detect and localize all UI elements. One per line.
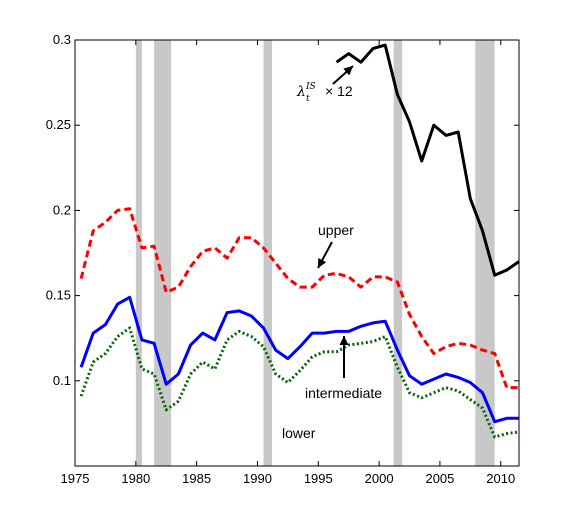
label-lambda: λ t IS × 12 [296,82,353,104]
lambda-multiplier: × 12 [325,83,353,99]
x-tick-label-2000: 2000 [365,471,394,486]
annotation-arrows [317,65,354,378]
x-tick-label-1980: 1980 [121,471,150,486]
label-lower: lower [282,425,316,441]
series-line-upper [79,207,519,390]
recession-band-4 [475,40,495,466]
x-tick-label-1985: 1985 [182,471,211,486]
y-tick-label-1: 0.15 [46,288,71,303]
label-intermediate: intermediate [305,385,382,401]
recession-band-2 [263,40,273,466]
x-tick-label-2005: 2005 [425,471,454,486]
y-tick-label-3: 0.25 [46,117,71,132]
arrow-upper-head [318,257,327,268]
x-tick-label-1975: 1975 [61,471,90,486]
y-tick-label-0: 0.1 [53,373,71,388]
lambda-symbol: λ [296,84,306,100]
axes-frame [74,39,520,467]
y-tick-label-2: 0.2 [53,202,71,217]
arrow-lambda-head [343,66,353,76]
series-lines [79,43,520,439]
x-tick-label-1995: 1995 [304,471,333,486]
arrow-intermediate-head [339,336,349,345]
x-tick-label-2010: 2010 [486,471,515,486]
series-line-lower [79,326,520,439]
y-tick-label-4: 0.3 [53,32,71,47]
label-upper: upper [318,222,354,238]
recession-bands [135,40,495,466]
series-line-intermediate [79,295,519,424]
recession-band-0 [135,40,142,466]
axis-ticks: 1975 1980 1985 1990 1995 2000 2005 2010 0.1 0.15 0… [46,32,519,486]
lambda-subscript: t [306,94,310,104]
lambda-superscript: IS [305,82,316,92]
x-tick-label-1990: 1990 [243,471,272,486]
series-line-lambda [335,43,520,277]
annotations: upper intermediate lower λ t IS × 12 [282,82,382,441]
recession-band-3 [393,40,403,466]
